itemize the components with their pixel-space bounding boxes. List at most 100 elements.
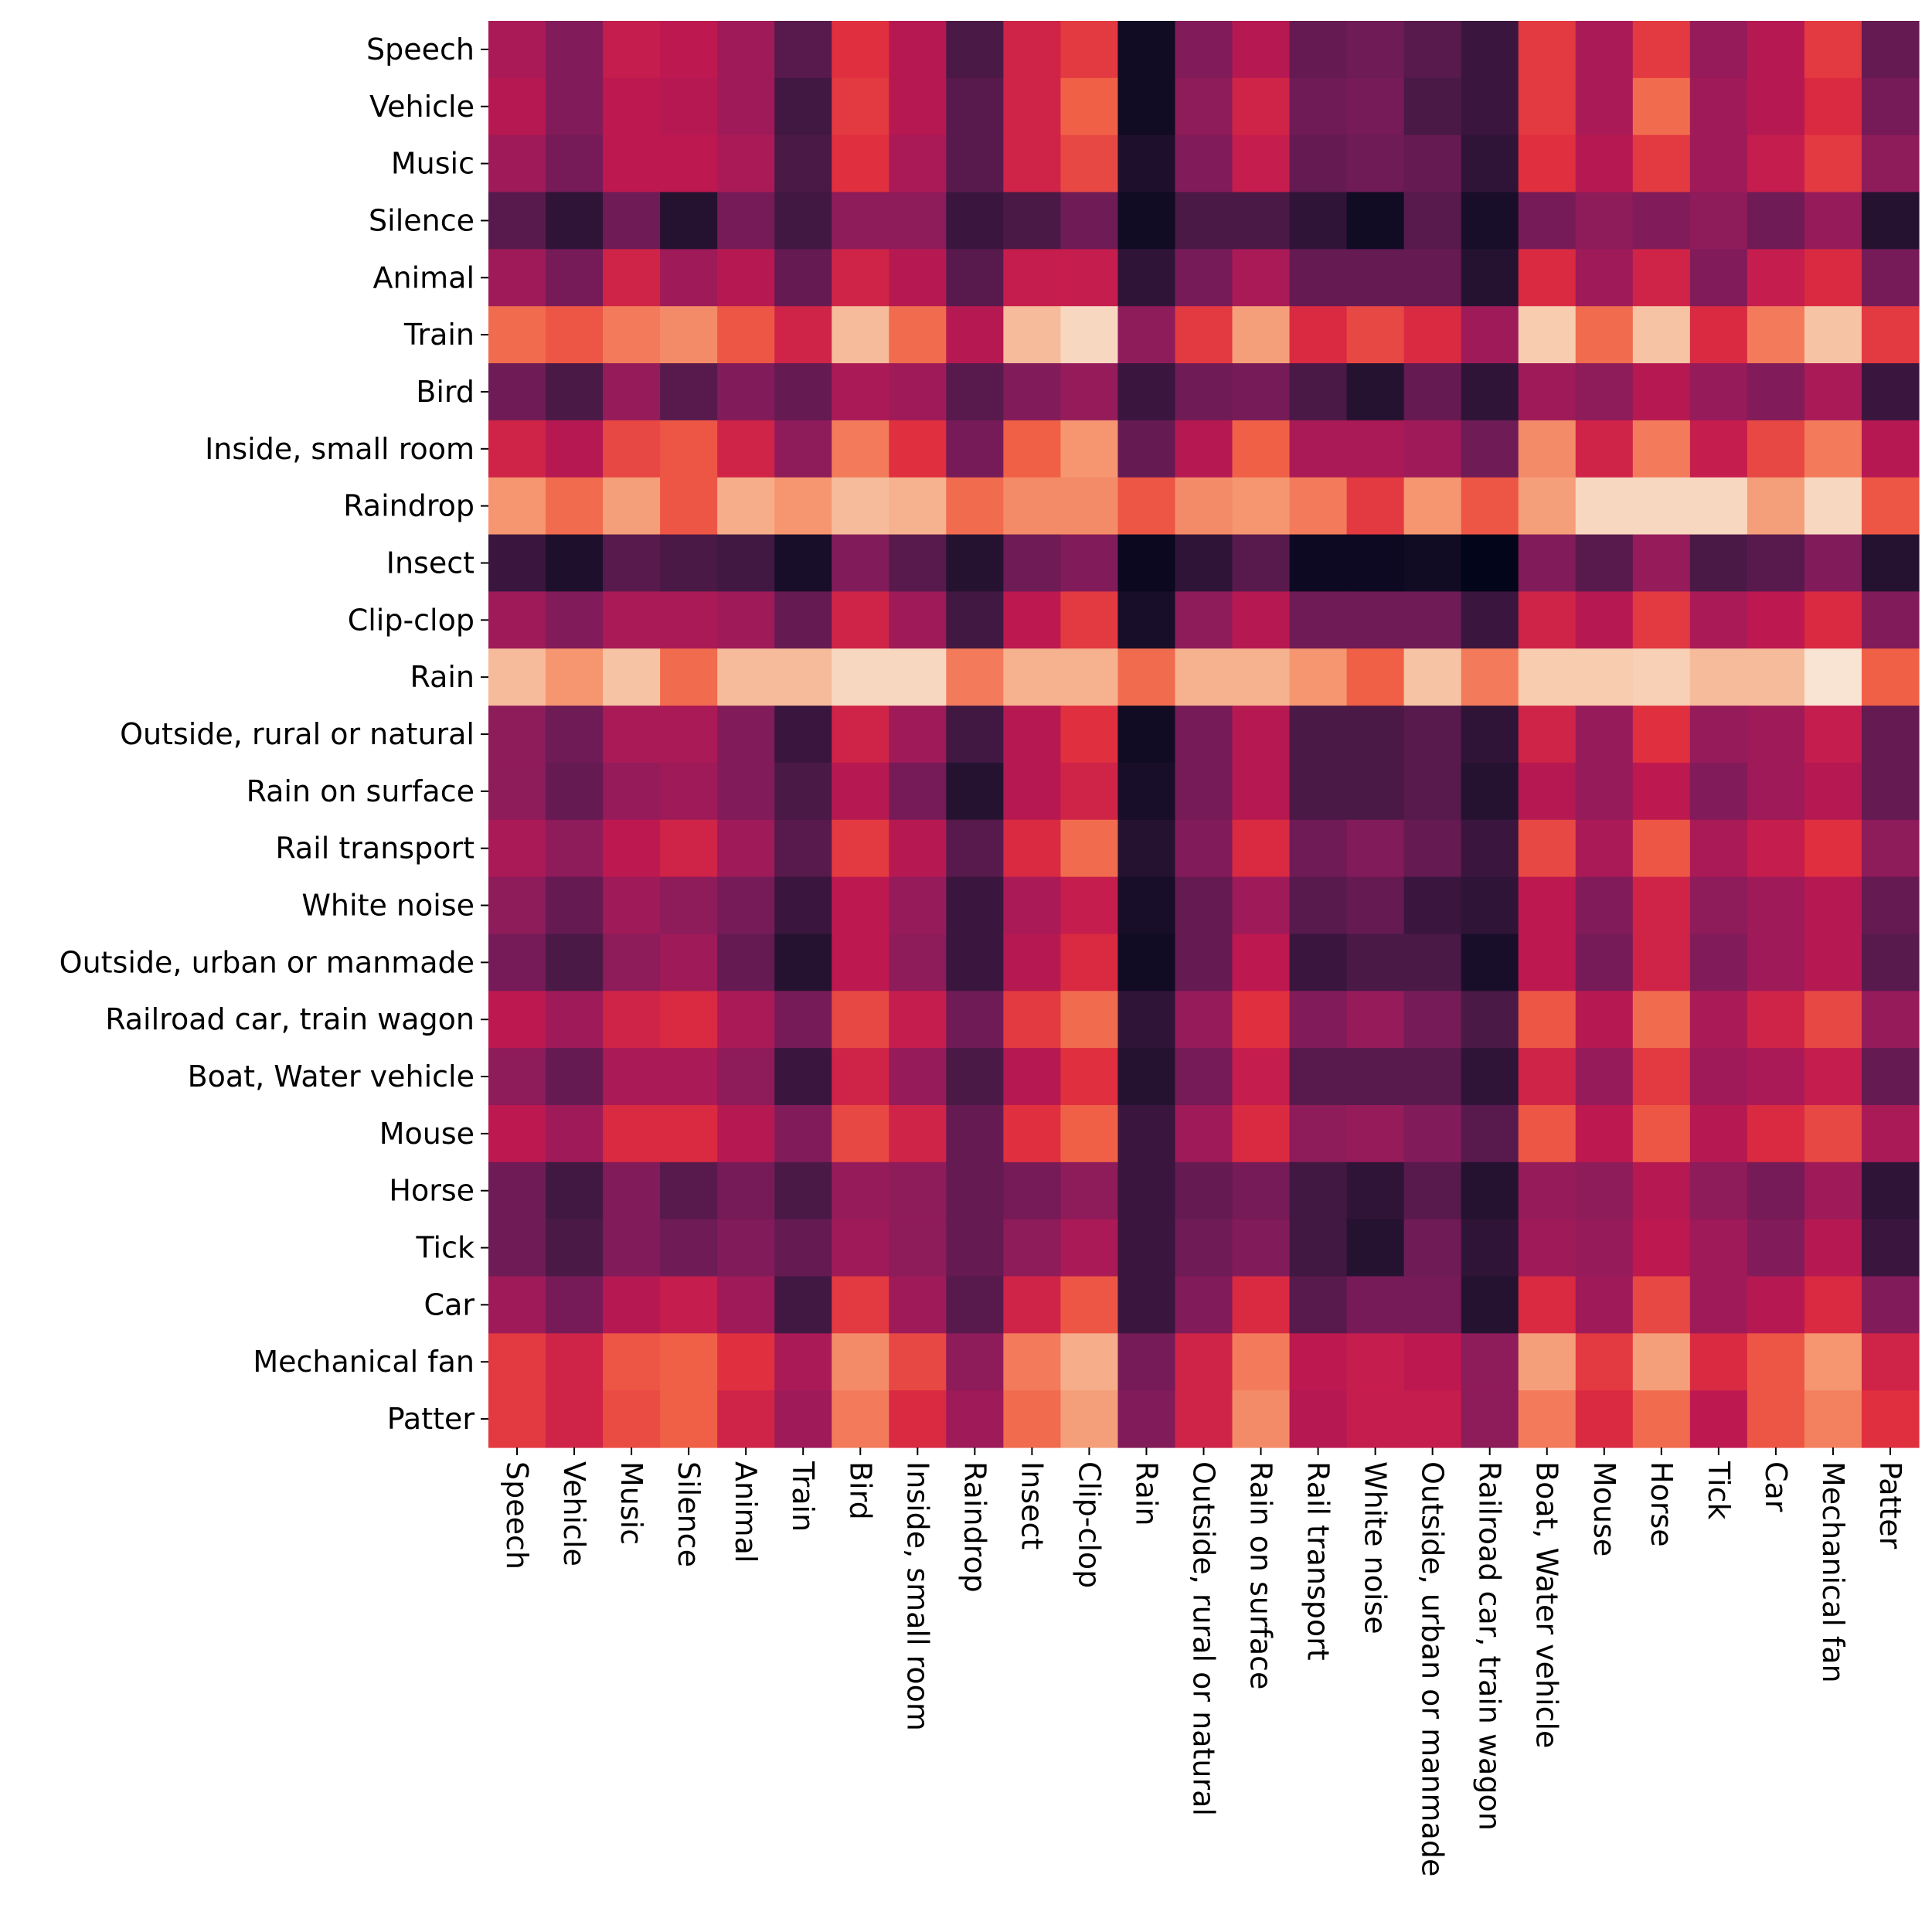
y-tick-label-rail-transport: Rail transport bbox=[275, 832, 474, 866]
heatmap-cell-inside-small-room-x-insect bbox=[1003, 420, 1061, 478]
heatmap-cell-outside-rural-or-natural-x-white-noise bbox=[1346, 706, 1405, 764]
heatmap-cell-outside-rural-or-natural-x-boat-water-vehicle bbox=[1518, 706, 1577, 764]
heatmap-cell-boat-water-vehicle-x-speech bbox=[488, 1048, 546, 1106]
heatmap-cell-patter-x-vehicle bbox=[546, 1390, 604, 1448]
heatmap-cell-rain-on-surface-x-boat-water-vehicle bbox=[1518, 762, 1577, 821]
heatmap-cell-railroad-car-train-wagon-x-rain bbox=[1117, 991, 1176, 1049]
heatmap-cell-insect-x-patter bbox=[1861, 534, 1920, 592]
heatmap-cell-white-noise-x-horse bbox=[1632, 876, 1691, 935]
heatmap-cell-rain-x-patter bbox=[1861, 648, 1920, 706]
heatmap-cell-bird-x-mechanical-fan bbox=[1804, 363, 1862, 421]
heatmap-cell-clip-clop-x-white-noise bbox=[1346, 591, 1405, 649]
heatmap-cell-mechanical-fan-x-clip-clop bbox=[1060, 1333, 1119, 1391]
heatmap-cell-bird-x-inside-small-room bbox=[889, 363, 947, 421]
heatmap-cell-inside-small-room-x-clip-clop bbox=[1060, 420, 1119, 478]
heatmap-cell-white-noise-x-railroad-car-train-wagon bbox=[1461, 876, 1519, 935]
heatmap-cell-railroad-car-train-wagon-x-train bbox=[774, 991, 832, 1049]
heatmap-cell-rain-x-boat-water-vehicle bbox=[1518, 648, 1577, 706]
heatmap-cell-white-noise-x-speech bbox=[488, 876, 546, 935]
x-tick-label-mouse: Mouse bbox=[1587, 1461, 1621, 1556]
y-tick-label-white-noise: White noise bbox=[301, 889, 474, 923]
heatmap-cell-speech-x-bird bbox=[832, 21, 889, 79]
heatmap-cell-inside-small-room-x-bird bbox=[832, 420, 889, 478]
heatmap-cell-white-noise-x-inside-small-room bbox=[889, 876, 947, 935]
heatmap-cell-raindrop-x-railroad-car-train-wagon bbox=[1461, 477, 1519, 536]
heatmap-cell-rain-x-mechanical-fan bbox=[1804, 648, 1862, 706]
heatmap-cell-animal-x-rain-on-surface bbox=[1232, 249, 1291, 307]
heatmap-cell-mechanical-fan-x-horse bbox=[1632, 1333, 1691, 1391]
heatmap-cell-bird-x-train bbox=[774, 363, 832, 421]
heatmap-cell-speech-x-animal bbox=[717, 21, 775, 79]
heatmap-cell-clip-clop-x-outside-rural-or-natural bbox=[1175, 591, 1233, 649]
heatmap-cell-insect-x-silence bbox=[660, 534, 718, 592]
heatmap-cell-insect-x-inside-small-room bbox=[889, 534, 947, 592]
heatmap-cell-patter-x-animal bbox=[717, 1390, 775, 1448]
heatmap-cell-railroad-car-train-wagon-x-vehicle bbox=[546, 991, 604, 1049]
heatmap-cell-clip-clop-x-raindrop bbox=[946, 591, 1004, 649]
heatmap-cell-mechanical-fan-x-silence bbox=[660, 1333, 718, 1391]
heatmap-cell-white-noise-x-boat-water-vehicle bbox=[1518, 876, 1577, 935]
heatmap-cell-rain-on-surface-x-animal bbox=[717, 762, 775, 821]
x-tick-label-animal: Animal bbox=[729, 1461, 763, 1563]
heatmap-cell-clip-clop-x-rain-on-surface bbox=[1232, 591, 1291, 649]
heatmap-cell-tick-x-animal bbox=[717, 1219, 775, 1277]
heatmap-cell-insect-x-raindrop bbox=[946, 534, 1004, 592]
heatmap-cell-car-x-animal bbox=[717, 1276, 775, 1334]
heatmap-cell-insect-x-rain bbox=[1117, 534, 1176, 592]
heatmap-cell-mouse-x-rail-transport bbox=[1289, 1104, 1348, 1163]
heatmap-cell-mouse-x-animal bbox=[717, 1104, 775, 1163]
heatmap-cell-silence-x-car bbox=[1747, 192, 1805, 250]
heatmap-cell-rail-transport-x-animal bbox=[717, 819, 775, 878]
heatmap-cell-outside-rural-or-natural-x-rain bbox=[1117, 706, 1176, 764]
heatmap-cell-rain-x-speech bbox=[488, 648, 546, 706]
heatmap-cell-boat-water-vehicle-x-music bbox=[603, 1048, 661, 1106]
heatmap-cell-music-x-bird bbox=[832, 134, 889, 193]
heatmap-cell-car-x-clip-clop bbox=[1060, 1276, 1119, 1334]
heatmap-cell-raindrop-x-mechanical-fan bbox=[1804, 477, 1862, 536]
heatmap-cell-clip-clop-x-insect bbox=[1003, 591, 1061, 649]
heatmap-cell-music-x-mechanical-fan bbox=[1804, 134, 1862, 193]
heatmap-cell-outside-rural-or-natural-x-rail-transport bbox=[1289, 706, 1348, 764]
heatmap-cell-mouse-x-silence bbox=[660, 1104, 718, 1163]
heatmap-cell-rain-on-surface-x-bird bbox=[832, 762, 889, 821]
heatmap-cell-raindrop-x-inside-small-room bbox=[889, 477, 947, 536]
heatmap-cell-rain-x-music bbox=[603, 648, 661, 706]
heatmap-cell-outside-rural-or-natural-x-vehicle bbox=[546, 706, 604, 764]
heatmap-cell-animal-x-silence bbox=[660, 249, 718, 307]
heatmap-cell-rain-x-railroad-car-train-wagon bbox=[1461, 648, 1519, 706]
heatmap-cell-rain-x-outside-rural-or-natural bbox=[1175, 648, 1233, 706]
heatmap-cell-outside-rural-or-natural-x-rain-on-surface bbox=[1232, 706, 1291, 764]
heatmap-cell-music-x-music bbox=[603, 134, 661, 193]
heatmap-cell-car-x-car bbox=[1747, 1276, 1805, 1334]
heatmap-cell-animal-x-rail-transport bbox=[1289, 249, 1348, 307]
x-tick-label-horse: Horse bbox=[1645, 1461, 1679, 1547]
heatmap-cell-white-noise-x-insect bbox=[1003, 876, 1061, 935]
heatmap-cell-silence-x-vehicle bbox=[546, 192, 604, 250]
heatmap-cell-raindrop-x-mouse bbox=[1575, 477, 1634, 536]
heatmap-cell-raindrop-x-raindrop bbox=[946, 477, 1004, 536]
heatmap-cell-tick-x-rain-on-surface bbox=[1232, 1219, 1291, 1277]
heatmap-cell-raindrop-x-speech bbox=[488, 477, 546, 536]
heatmap-cell-tick-x-railroad-car-train-wagon bbox=[1461, 1219, 1519, 1277]
heatmap-cell-inside-small-room-x-inside-small-room bbox=[889, 420, 947, 478]
heatmap-cell-music-x-animal bbox=[717, 134, 775, 193]
heatmap-cell-railroad-car-train-wagon-x-silence bbox=[660, 991, 718, 1049]
heatmap-cell-insect-x-bird bbox=[832, 534, 889, 592]
heatmap-cell-inside-small-room-x-car bbox=[1747, 420, 1805, 478]
y-tick-label-boat-water-vehicle: Boat, Water vehicle bbox=[188, 1060, 474, 1094]
heatmap-cell-white-noise-x-outside-urban-or-manmade bbox=[1403, 876, 1462, 935]
heatmap-cell-horse-x-animal bbox=[717, 1162, 775, 1220]
heatmap-cell-music-x-raindrop bbox=[946, 134, 1004, 193]
heatmap-cell-white-noise-x-silence bbox=[660, 876, 718, 935]
heatmap-cell-rail-transport-x-patter bbox=[1861, 819, 1920, 878]
heatmap-cell-raindrop-x-rail-transport bbox=[1289, 477, 1348, 536]
heatmap-cell-boat-water-vehicle-x-animal bbox=[717, 1048, 775, 1106]
heatmap-cell-boat-water-vehicle-x-mechanical-fan bbox=[1804, 1048, 1862, 1106]
heatmap-cell-silence-x-railroad-car-train-wagon bbox=[1461, 192, 1519, 250]
heatmap-cell-animal-x-speech bbox=[488, 249, 546, 307]
heatmap-cell-inside-small-room-x-rail-transport bbox=[1289, 420, 1348, 478]
heatmap-cell-rail-transport-x-silence bbox=[660, 819, 718, 878]
heatmap-cell-clip-clop-x-clip-clop bbox=[1060, 591, 1119, 649]
heatmap-cell-vehicle-x-outside-rural-or-natural bbox=[1175, 77, 1233, 136]
heatmap-cell-vehicle-x-tick bbox=[1689, 77, 1748, 136]
